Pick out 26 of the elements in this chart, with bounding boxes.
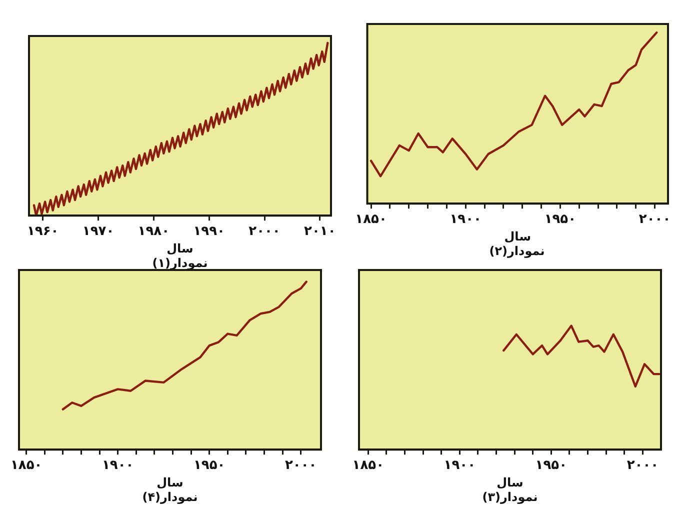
x-tick-label: ۱۹۵۰	[535, 458, 568, 473]
text: نمودار(۴)	[142, 490, 198, 504]
x-tick-label: ۲۰۰۰	[248, 224, 280, 239]
x-tick-label: ۱۸۵۰	[355, 212, 387, 227]
x-tick-label: ۲۰۰۰	[626, 458, 659, 473]
x-tick-label: ۱۹۵۰	[193, 458, 226, 473]
x-tick-label: ۱۸۵۰	[352, 458, 384, 473]
x-tick-label: ۱۹۷۰	[82, 224, 114, 239]
text: نمودار(۱)	[152, 256, 208, 270]
x-tick-label: ۲۰۰۰	[284, 458, 317, 473]
text: نمودار(۲)	[489, 244, 545, 258]
x-axis-title: سال	[504, 230, 531, 244]
x-axis-title: سال	[496, 476, 524, 490]
x-tick-label: ۱۹۸۰	[138, 224, 170, 239]
x-tick-label: ۱۹۰۰	[450, 212, 482, 227]
x-tick-label: ۱۸۵۰	[10, 458, 42, 473]
x-tick-label: ۲۰۱۰	[304, 224, 336, 239]
x-tick-label: ۱۹۰۰	[444, 458, 476, 473]
x-tick-label: ۱۹۶۰	[26, 224, 59, 239]
x-tick-label: ۱۹۰۰	[102, 458, 134, 473]
x-tick-label: ۱۹۹۰	[193, 224, 225, 239]
x-tick-label: ۱۹۵۰	[544, 212, 576, 227]
x-tick-label: ۲۰۰۰	[638, 212, 671, 227]
x-axis-title: سال	[166, 242, 194, 256]
x-axis-title: سال	[156, 476, 184, 490]
text: نمودار(۳)	[482, 490, 538, 504]
